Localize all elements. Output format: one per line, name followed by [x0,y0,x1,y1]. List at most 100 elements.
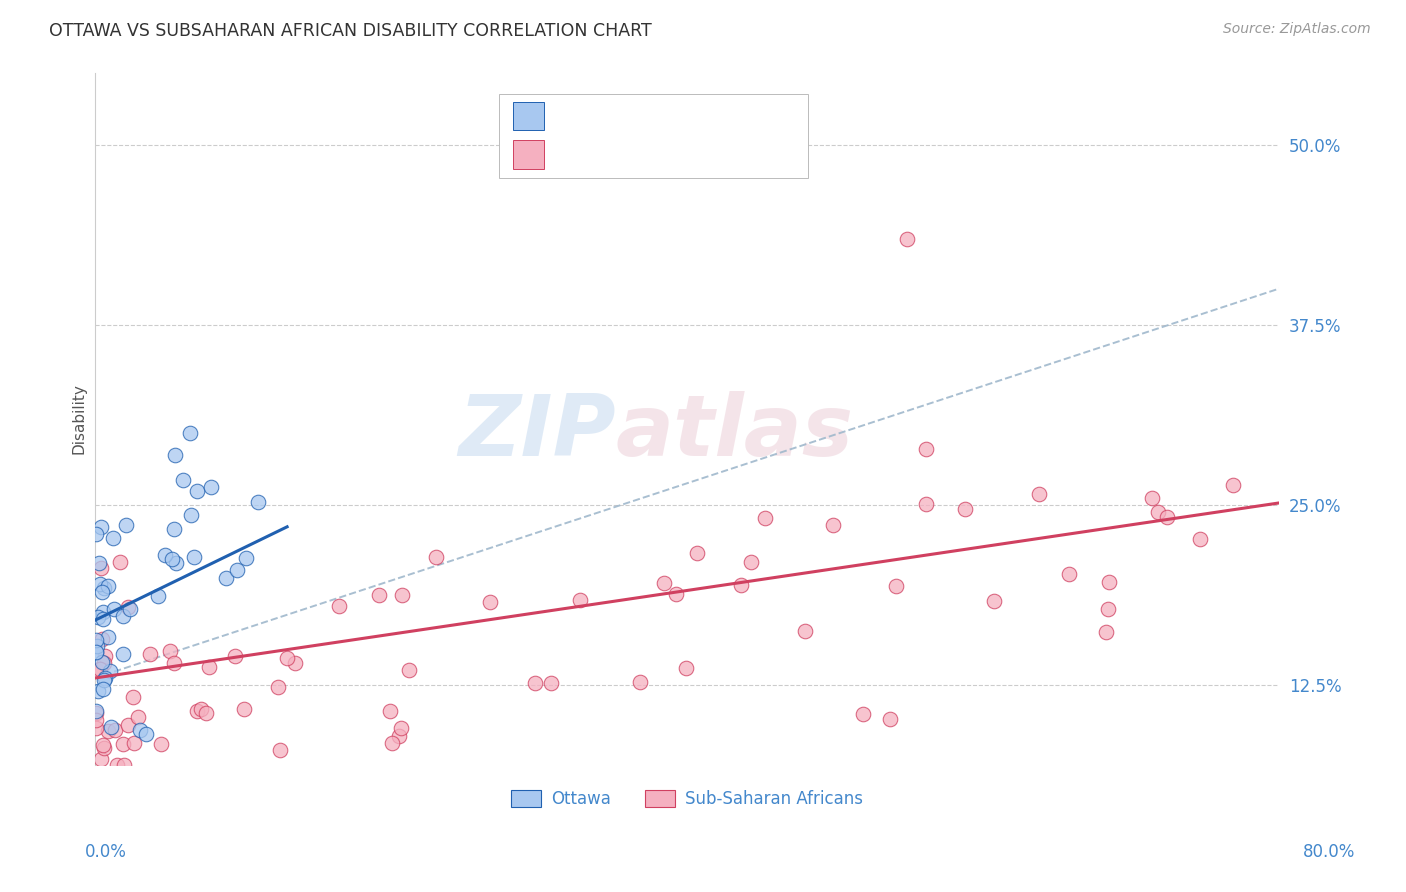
Point [90,520,112,534]
Point [98,665,121,679]
Point [84,645,107,659]
Point [159,643,181,657]
Point [115,517,138,532]
Text: R = 0.447: R = 0.447 [555,145,643,163]
Point [105,757,128,772]
Point [793,624,815,638]
Point [1222,478,1244,492]
Point [1059,566,1081,581]
Legend: Ottawa, Sub-Saharan Africans: Ottawa, Sub-Saharan Africans [505,783,869,815]
Text: N = 47: N = 47 [689,107,754,125]
Point [380,704,402,718]
Point [163,656,186,670]
Point [112,757,135,772]
Point [754,511,776,525]
Point [186,704,208,718]
Point [628,675,651,690]
Point [94,649,117,664]
Point [190,702,212,716]
Point [200,480,222,494]
Point [93,673,115,688]
Point [117,718,139,732]
Point [368,588,391,602]
Point [1097,602,1119,616]
Point [165,556,187,570]
Point [915,442,938,456]
Point [149,737,172,751]
Point [84,713,107,727]
Point [654,575,676,590]
Point [93,656,115,670]
Point [215,572,238,586]
Point [233,702,256,716]
Point [953,501,976,516]
Point [117,599,139,614]
Point [675,661,697,675]
Point [97,579,120,593]
Point [84,721,107,735]
Point [89,662,111,676]
Point [90,561,112,575]
Point [540,676,562,690]
Point [108,555,131,569]
Point [1140,491,1163,506]
Point [686,546,709,560]
Point [86,639,108,653]
Point [896,232,918,246]
Point [1095,625,1118,640]
Text: 0.0%: 0.0% [84,843,127,861]
Point [276,650,298,665]
Point [139,647,162,661]
Point [86,684,108,698]
Point [163,522,186,536]
Point [148,589,170,603]
Point [122,736,145,750]
Y-axis label: Disability: Disability [72,384,86,454]
Point [93,581,115,595]
Point [388,729,411,743]
Point [84,526,107,541]
Point [111,737,134,751]
Text: 80.0%: 80.0% [1302,843,1355,861]
Point [93,682,115,697]
Point [1147,505,1170,519]
Text: N = 78: N = 78 [689,145,754,163]
Point [569,593,592,607]
Point [183,549,205,564]
Point [94,671,117,685]
Point [235,551,257,566]
Point [823,517,845,532]
Point [127,710,149,724]
Point [90,655,112,669]
Point [226,563,249,577]
Point [112,609,135,624]
Point [195,706,218,721]
Point [165,448,187,462]
Point [389,722,412,736]
Point [224,648,246,663]
Point [91,632,114,646]
Point [381,736,404,750]
Point [91,738,114,752]
Point [153,548,176,562]
Point [135,726,157,740]
Point [983,594,1005,608]
Text: OTTAWA VS SUBSAHARAN AFRICAN DISABILITY CORRELATION CHART: OTTAWA VS SUBSAHARAN AFRICAN DISABILITY … [49,22,652,40]
Text: Source: ZipAtlas.com: Source: ZipAtlas.com [1223,22,1371,37]
Point [1188,532,1211,546]
Point [103,602,125,616]
Point [91,612,114,626]
Point [101,531,124,545]
Point [886,579,908,593]
Text: atlas: atlas [616,391,853,474]
Point [186,483,208,498]
Point [122,690,145,704]
Point [172,473,194,487]
Point [97,630,120,644]
Point [84,704,107,718]
Point [104,723,127,738]
Point [328,599,350,614]
Point [179,426,201,441]
Point [730,577,752,591]
Point [84,645,107,659]
